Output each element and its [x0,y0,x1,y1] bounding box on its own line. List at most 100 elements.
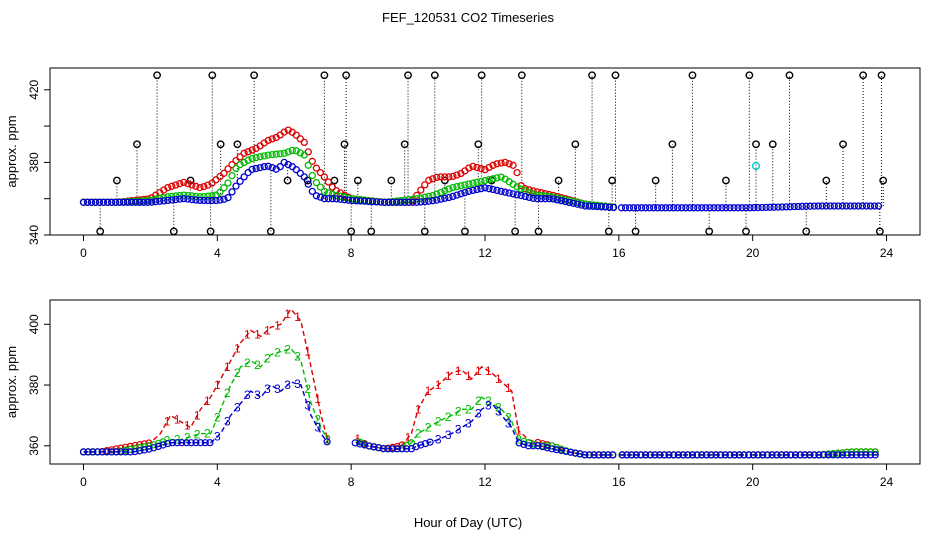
series-3-point [726,204,734,212]
series-3-point [216,196,224,204]
series-1-point [164,183,172,192]
series-3-point [196,196,204,205]
series-3-point [565,198,573,207]
series-3-point [569,199,577,207]
series-2-point [248,154,256,163]
series-3-point [154,442,162,450]
series-3-point [379,445,387,453]
series-3-point [595,451,603,459]
series-3-point [168,196,176,204]
series-3-point [232,182,240,190]
series-3-point [136,447,144,455]
series-1-label-mark: 1 [485,364,492,378]
spike-point [320,71,329,80]
series-3-point [843,451,851,459]
series-3-point [525,193,533,202]
series-2-label-mark: 2 [505,410,512,424]
series-3-point [375,444,383,452]
series-3-point [403,445,411,453]
series-3-point [397,198,405,206]
series-3-point [187,439,195,447]
series-2-line [83,347,879,456]
series-3-point [862,451,870,459]
series-2-label-mark: 2 [304,382,311,396]
top-y-axis-label: approx. ppm [4,115,19,187]
series-1-label-mark: 1 [304,345,311,359]
series-3-label-mark: 3 [244,388,251,402]
series-3-point [745,451,753,459]
spike-point [474,140,483,149]
spike-point [233,140,242,149]
spike-point [216,140,225,149]
series-2-label-mark: 2 [314,413,321,427]
series-3-point [127,198,136,206]
series-2-label-mark: 2 [194,428,201,442]
series-1-label-mark: 1 [184,419,191,433]
series-3-point [433,196,441,204]
series-2-point [304,161,312,169]
x-tick-label: 8 [348,475,355,489]
series-3-point [599,451,608,459]
series-3-point [682,204,690,212]
series-3-point [393,198,401,206]
series-1-label-mark: 1 [405,431,412,445]
series-2-point [296,149,304,157]
series-3-point [806,202,814,210]
series-2-point [150,441,158,449]
series-3-point [623,451,631,459]
spike-point [440,176,449,185]
series-3-point [477,185,485,193]
series-3-point [426,438,434,446]
series-3-point [735,451,743,459]
series-3-point [509,190,517,198]
series-3-point [208,196,216,205]
series-3-point [148,198,156,206]
series-1-point [168,182,176,190]
series-3-point [561,197,569,206]
series-3-point [679,451,687,459]
series-3-point [730,451,739,459]
series-1-label-mark: 1 [515,424,522,438]
series-2-point [425,192,433,201]
series-2-point [437,188,445,197]
series-3-point [93,448,102,456]
series-2-point [252,153,260,162]
series-3-point [852,451,861,459]
x-tick-label: 24 [880,475,894,489]
spike-point [651,176,660,185]
series-3-point [304,180,312,188]
series-2-point [401,196,409,204]
series-3-point [674,204,682,212]
series-3-point [842,202,851,210]
spike-point [752,140,760,149]
series-3-point [688,451,697,459]
spike-point [688,71,697,80]
series-3-point [365,442,373,450]
series-3-point [260,163,268,171]
spike-point [283,176,292,185]
x-tick-label: 12 [478,246,492,260]
series-3-label-mark: 3 [465,417,472,431]
series-3-label-mark: 3 [455,423,462,437]
series-1-point [308,157,316,165]
series-1-point [236,153,244,161]
series-3-point [119,198,128,206]
series-3-point [99,198,108,206]
series-1-point [212,176,220,184]
series-1-label-mark: 1 [284,307,291,321]
series-3-point [830,202,838,210]
series-3-point [389,445,397,453]
series-1-label-mark: 1 [465,369,472,383]
series-3-point [356,440,364,448]
spike-point [400,140,409,149]
spike-point [668,140,677,149]
series-1-label-mark: 1 [194,408,201,422]
series-1-point [425,176,433,184]
spike-point [430,71,439,80]
series-2-label-mark: 2 [465,402,472,416]
x-tick-label: 4 [214,475,221,489]
series-3-label-mark: 3 [445,428,452,442]
series-3-point [645,204,654,212]
series-3-point [637,451,645,459]
